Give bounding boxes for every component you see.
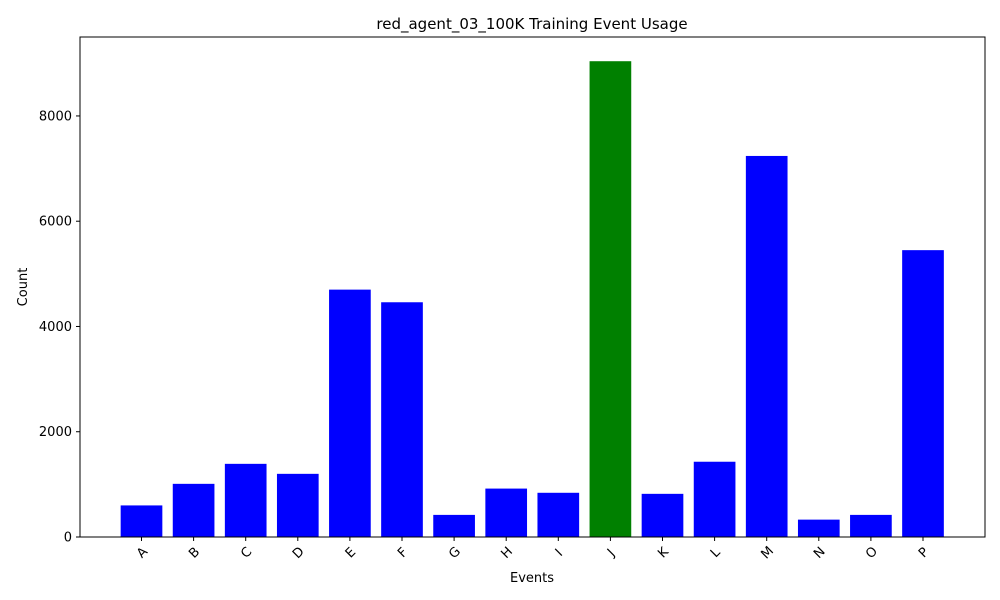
bar-B	[172, 483, 215, 537]
bar-P	[902, 250, 944, 537]
x-tick-label-F: F	[395, 545, 411, 561]
x-tick-label-A: A	[134, 545, 151, 562]
x-tick-label-N: N	[811, 544, 828, 561]
y-tick-label-0: 0	[64, 531, 72, 546]
bar-K	[641, 493, 684, 537]
x-tick-label-L: L	[708, 545, 724, 561]
x-tick-label-O: O	[863, 544, 881, 562]
bar-I	[537, 492, 580, 537]
x-tick-label-J: J	[604, 546, 618, 560]
chart-title: red_agent_03_100K Training Event Usage	[376, 15, 687, 34]
bar-D	[276, 473, 319, 537]
x-tick-label-M: M	[758, 544, 777, 563]
y-tick-label-6000: 6000	[39, 215, 72, 230]
bars-group	[120, 61, 944, 538]
bar-N	[797, 519, 840, 537]
bar-L	[693, 461, 736, 537]
bar-H	[485, 488, 528, 537]
bar-G	[433, 514, 475, 537]
bar-J	[589, 61, 632, 538]
x-tick-label-I: I	[553, 546, 566, 559]
bar-M	[745, 155, 788, 537]
x-axis: A B C D E F G H I J K L M N O P	[134, 537, 932, 562]
bar-E	[329, 289, 371, 537]
y-tick-label-4000: 4000	[39, 320, 72, 335]
x-tick-label-E: E	[343, 545, 359, 561]
x-tick-label-H: H	[498, 544, 516, 562]
y-axis-label: Count	[16, 268, 31, 307]
bar-O	[850, 514, 892, 537]
x-axis-label: Events	[510, 571, 554, 586]
y-tick-label-8000: 8000	[39, 109, 72, 124]
y-tick-label-2000: 2000	[39, 425, 72, 440]
x-tick-label-D: D	[290, 544, 308, 562]
x-tick-label-B: B	[186, 545, 203, 562]
bar-C	[224, 463, 267, 537]
x-tick-label-G: G	[446, 544, 464, 562]
bar-A	[120, 505, 163, 537]
plot-frame	[79, 36, 986, 538]
bar-F	[381, 302, 423, 537]
y-axis: 0 2000 4000 6000 8000	[39, 109, 80, 546]
x-tick-label-P: P	[916, 545, 932, 561]
x-tick-label-C: C	[238, 545, 255, 562]
x-tick-label-K: K	[655, 544, 672, 561]
